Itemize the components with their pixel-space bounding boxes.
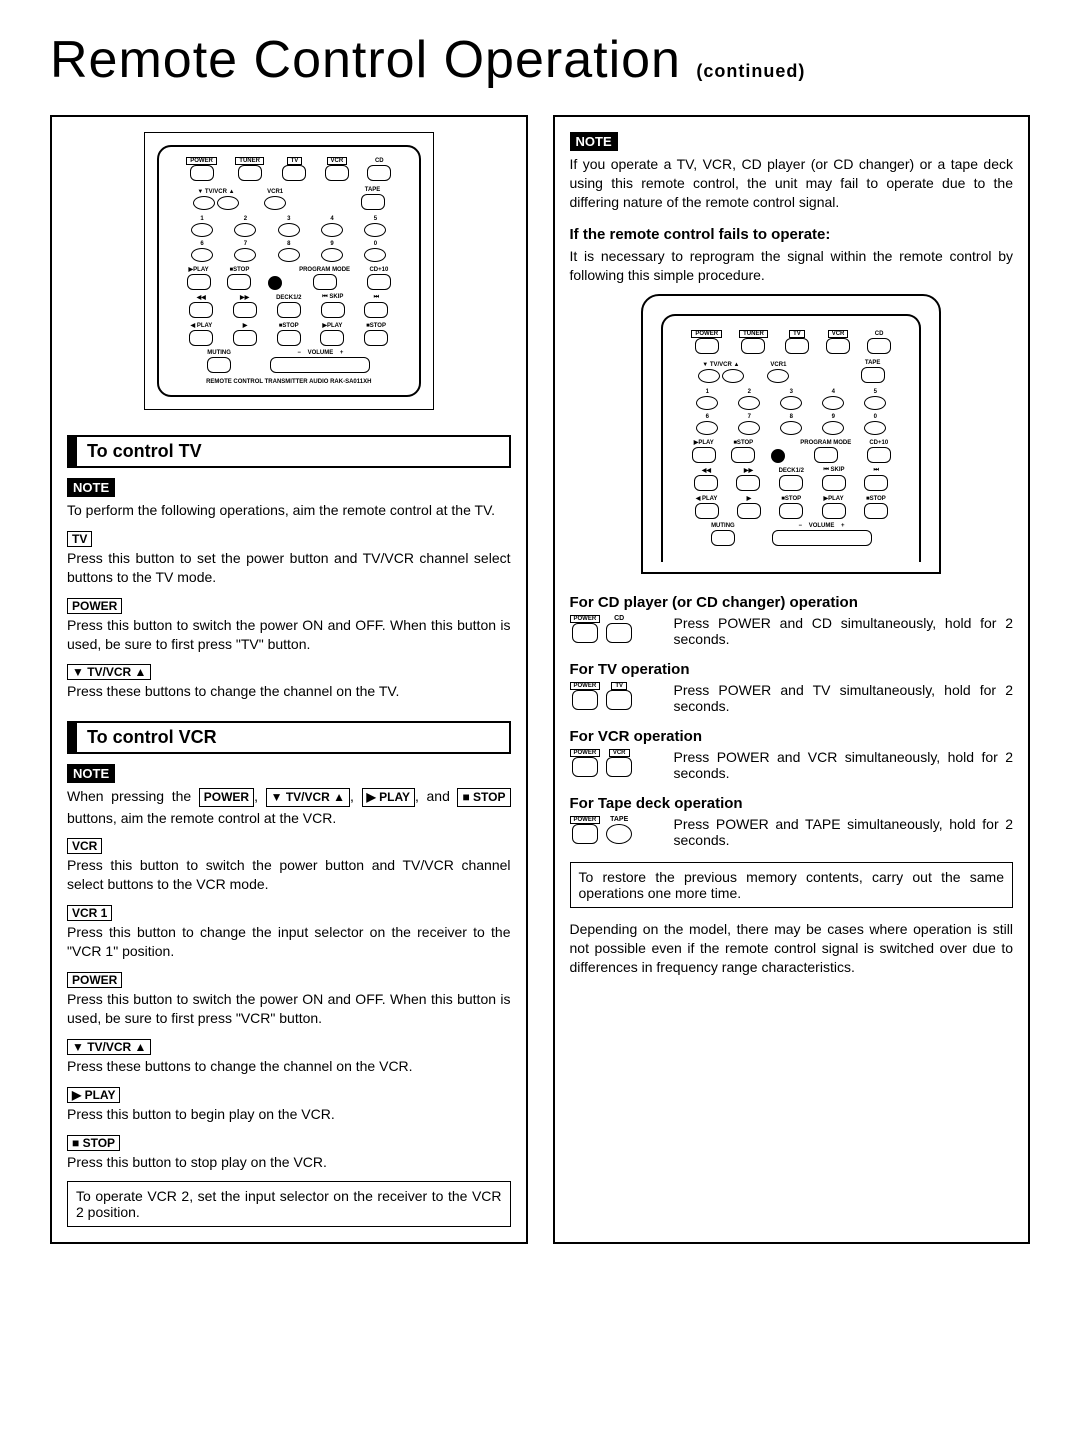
vcr-note: When pressing the POWER, ▼ TV/VCR ▲, ▶ P…: [67, 787, 511, 827]
right-column: NOTE If you operate a TV, VCR, CD player…: [553, 115, 1031, 1244]
tv-note: To perform the following operations, aim…: [67, 501, 511, 520]
remote-diagram-small: POWER TUNER TV VCR CD ▼ TV/VCR ▲ VCR1 TA…: [144, 132, 434, 410]
remote-inner: POWER TUNER TV VCR CD ▼ TV/VCR ▲ VCR1 TA…: [157, 145, 421, 397]
vcr-item-5: ■ STOPPress this button to stop play on …: [67, 1134, 511, 1172]
final-note: Depending on the model, there may be cas…: [570, 920, 1014, 977]
remote-diagram-big: POWER TUNER TV VCR CD ▼ TV/VCR ▲ VCR1 TA…: [641, 294, 941, 574]
note-badge: NOTE: [67, 478, 115, 497]
vcr-item-2: POWERPress this button to switch the pow…: [67, 971, 511, 1028]
main-columns: POWER TUNER TV VCR CD ▼ TV/VCR ▲ VCR1 TA…: [50, 115, 1030, 1244]
vcr-item-0: VCRPress this button to switch the power…: [67, 837, 511, 894]
note-badge-3: NOTE: [570, 132, 618, 151]
vcr-label: VCR: [327, 157, 348, 165]
remote-footer: REMOTE CONTROL TRANSMITTER AUDIO RAK-SA0…: [171, 379, 407, 385]
op-tv: For TV operation POWER TV Press POWER an…: [570, 661, 1014, 714]
op-cd: For CD player (or CD changer) operation …: [570, 594, 1014, 647]
title-text: Remote Control Operation: [50, 31, 681, 89]
vcr-item-1: VCR 1Press this button to change the inp…: [67, 904, 511, 961]
power-label: POWER: [186, 157, 217, 165]
vcr1-label: VCR1: [267, 189, 283, 195]
right-top-note: If you operate a TV, VCR, CD player (or …: [570, 155, 1014, 212]
fails-text: It is necessary to reprogram the signal …: [570, 247, 1014, 285]
tv-item-2: ▼ TV/VCR ▲ Press these buttons to change…: [67, 663, 511, 701]
vcr-item-4: ▶ PLAYPress this button to begin play on…: [67, 1086, 511, 1124]
vcr-heading: To control VCR: [67, 721, 511, 754]
note-badge-2: NOTE: [67, 764, 115, 783]
vcr-item-3: ▼ TV/VCR ▲Press these buttons to change …: [67, 1038, 511, 1076]
tv-heading: To control TV: [67, 435, 511, 468]
vcr2-box: To operate VCR 2, set the input selector…: [67, 1181, 511, 1227]
tvvcr-label: ▼ TV/VCR ▲: [197, 189, 234, 195]
restore-box: To restore the previous memory contents,…: [570, 862, 1014, 908]
op-vcr: For VCR operation POWER VCR Press POWER …: [570, 728, 1014, 781]
continued-label: (continued): [696, 61, 805, 81]
fails-heading: If the remote control fails to operate:: [570, 226, 1014, 243]
cd-label: CD: [375, 158, 384, 164]
tape-label: TAPE: [365, 187, 381, 193]
tv-item-0: TV Press this button to set the power bu…: [67, 530, 511, 587]
tv-label: TV: [287, 157, 303, 165]
page-title: Remote Control Operation (continued): [50, 30, 1030, 90]
op-tape: For Tape deck operation POWER TAPE Press…: [570, 795, 1014, 848]
tuner-label: TUNER: [235, 157, 264, 165]
tv-item-1: POWER Press this button to switch the po…: [67, 597, 511, 654]
left-column: POWER TUNER TV VCR CD ▼ TV/VCR ▲ VCR1 TA…: [50, 115, 528, 1244]
